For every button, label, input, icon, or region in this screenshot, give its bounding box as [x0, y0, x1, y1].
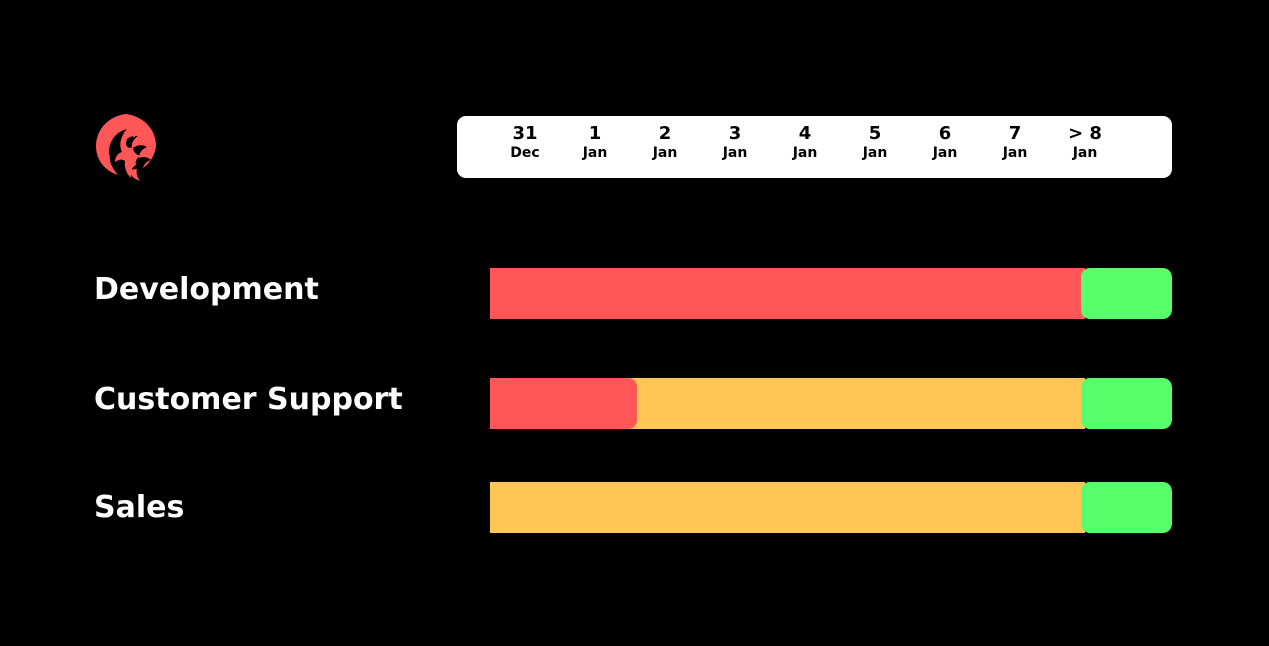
date-month: Jan	[652, 145, 678, 161]
timeline-segment-red	[490, 378, 637, 429]
date-day: 6	[938, 123, 952, 144]
phoenix-icon	[96, 114, 156, 181]
timeline-segment-green	[1081, 378, 1172, 429]
date-month: Jan	[792, 145, 818, 161]
timeline-bar-development	[457, 268, 1172, 319]
date-month: Jan	[722, 145, 748, 161]
date-month: Jan	[932, 145, 958, 161]
date-day: 4	[798, 123, 812, 144]
date-column: 7 Jan	[980, 123, 1050, 161]
date-column: 4 Jan	[770, 123, 840, 161]
date-month: Jan	[1002, 145, 1028, 161]
timeline-segment-red	[490, 268, 1085, 319]
date-day: 5	[868, 123, 882, 144]
date-day: 1	[588, 123, 602, 144]
date-column: 1 Jan	[560, 123, 630, 161]
date-day: > 8	[1068, 123, 1102, 144]
date-day: 7	[1008, 123, 1022, 144]
date-day: 2	[658, 123, 672, 144]
date-column: 5 Jan	[840, 123, 910, 161]
timeline-segment-amber	[490, 482, 1085, 533]
timeline-segment-green	[1081, 268, 1172, 319]
row-label-customer-support: Customer Support	[94, 382, 403, 417]
date-column: 3 Jan	[700, 123, 770, 161]
date-column: 31 Dec	[490, 123, 560, 161]
row-label-sales: Sales	[94, 490, 185, 525]
timeline-bar-sales	[457, 482, 1172, 533]
timeline-bar-customer-support	[457, 378, 1172, 429]
date-month: Dec	[510, 145, 540, 161]
date-day: 31	[512, 123, 538, 144]
date-month: Jan	[862, 145, 888, 161]
date-month: Jan	[582, 145, 608, 161]
date-day: 3	[728, 123, 742, 144]
date-month: Jan	[1072, 145, 1098, 161]
date-column: 2 Jan	[630, 123, 700, 161]
date-column: 6 Jan	[910, 123, 980, 161]
date-column: > 8 Jan	[1050, 123, 1120, 161]
row-label-development: Development	[94, 272, 319, 307]
timeline-segment-green	[1081, 482, 1172, 533]
date-header: 31 Dec 1 Jan 2 Jan 3 Jan 4 Jan 5 Jan 6 Jan 7 Jan > 8 Jan	[457, 116, 1172, 178]
